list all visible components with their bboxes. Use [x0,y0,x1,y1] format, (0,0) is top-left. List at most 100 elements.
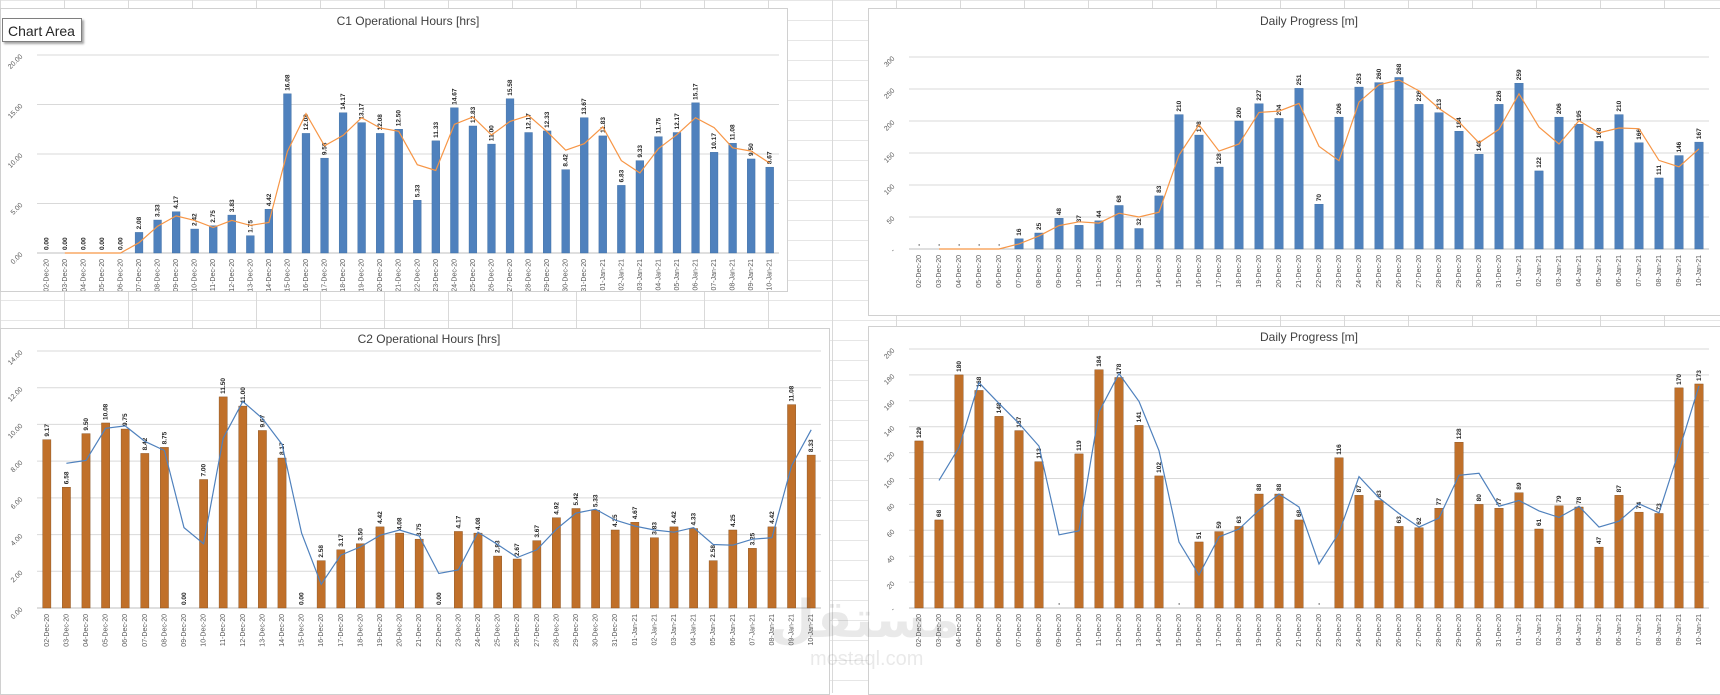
bar [1134,425,1144,609]
x-tick-label: 31-Dec-20 [1496,255,1503,288]
x-tick-label: 14-Dec-20 [266,259,273,291]
data-label: 37 [1076,215,1083,223]
bar [505,98,515,254]
bar [689,528,698,609]
data-label: 4.17 [455,515,462,528]
x-tick-label: 22-Dec-20 [436,614,443,647]
bar [765,166,774,254]
data-label: 5.33 [593,494,600,507]
bar [431,140,440,254]
chart-c1-svg: C1 Operational Hours [hrs] 0.00 5.00 10.00 1… [7,14,779,291]
y-tick-label: - [890,606,897,613]
data-label: 0.00 [436,592,443,605]
data-label: 61 [1536,518,1543,526]
bar [413,200,422,254]
bar [140,453,150,609]
data-label: 141 [1136,411,1143,422]
x-tick-label: 05-Dec-20 [976,614,983,647]
data-label: 148 [996,402,1003,413]
data-label: 8.42 [563,154,570,167]
data-label: 12.83 [470,106,477,123]
bar [610,529,620,609]
x-tick-label: 17-Dec-20 [1216,255,1223,288]
data-label: 0.00 [117,237,124,250]
x-tick-label: 07-Jan-21 [1636,614,1643,646]
x-tick-label: 05-Jan-21 [710,614,717,646]
x-tick-label: 08-Dec-20 [155,259,162,291]
data-label: 88 [1276,483,1283,491]
data-label: 146 [1676,141,1683,152]
x-tick-label: 08-Dec-20 [161,614,168,647]
y-tick-label: 10.00 [7,423,24,440]
data-label: 253 [1356,73,1363,84]
x-tick-label: 10-Dec-20 [1076,255,1083,288]
data-label: - [936,244,943,246]
data-label: 268 [1396,63,1403,74]
data-label: 44 [1096,210,1103,218]
x-tick-label: 27-Dec-20 [534,614,541,647]
bar [672,132,682,254]
bar [218,396,228,609]
data-label: 4.08 [397,517,404,530]
x-tick-label: 04-Jan-21 [655,259,662,291]
data-label: 14.17 [340,93,347,110]
bar [1694,141,1704,250]
x-tick-label: 09-Jan-21 [748,259,755,291]
x-tick-label: 27-Dec-20 [1416,614,1423,647]
x-tick-label: 19-Dec-20 [1256,255,1263,288]
x-tick-label: 20-Dec-20 [1276,614,1283,647]
x-tick-label: 26-Dec-20 [514,614,521,647]
bar [669,526,679,609]
data-label: 168 [976,376,983,387]
data-label: 129 [916,427,923,438]
chart-c1-hours[interactable]: C1 Operational Hours [hrs] 0.00 5.00 10.00 1… [0,8,788,292]
data-label: 25 [1036,222,1043,230]
x-tick-label: 23-Dec-20 [433,259,440,291]
x-tick-label: 30-Dec-20 [593,614,600,647]
data-label: - [956,244,963,246]
chart-c1-progress[interactable]: Daily Progress [m] - 50 100 150 200 250 300 - 02-… [868,8,1720,316]
bar [238,405,248,609]
bar [1554,505,1564,609]
bar [1134,228,1144,250]
data-label: 0.00 [80,237,87,250]
bar [512,558,522,609]
x-tick-label: 29-Dec-20 [1456,255,1463,288]
data-label: 47 [1596,537,1603,545]
data-label: 0.00 [299,592,306,605]
data-label: 4.42 [377,511,384,524]
x-tick-label: 05-Jan-21 [1596,255,1603,287]
x-tick-label: 07-Dec-20 [136,259,143,291]
bar [914,440,924,609]
data-label: 213 [1436,98,1443,109]
x-tick-label: 05-Dec-20 [103,614,110,647]
chart-c2-progress[interactable]: Daily Progress [m] - 20 40 60 80 100 120 140 160 1… [868,326,1720,695]
bar [1514,492,1524,609]
data-label: 137 [1016,416,1023,427]
x-tick-label: 16-Dec-20 [1196,255,1203,288]
x-tick-label: 25-Dec-20 [495,614,502,647]
x-tick-label: 09-Dec-20 [181,614,188,647]
data-label: 11.83 [600,117,607,133]
y-tick-label: 120 [883,451,896,464]
data-label: 3.83 [651,522,658,535]
data-label: 7.00 [201,463,208,476]
data-label: 9.67 [259,414,266,427]
data-label: 111 [1656,164,1663,175]
bar [487,143,496,254]
data-label: 8.75 [161,431,168,444]
data-label: 14.67 [451,88,458,105]
y-tick-label: 8.00 [10,460,25,475]
bar [691,102,700,254]
bar [974,390,984,609]
y-tick-label: 160 [883,399,896,412]
data-label: 74 [1636,502,1643,510]
data-label: 122 [1536,157,1543,168]
y-tick-label: 14.00 [7,349,24,366]
y-tick-label: 5.00 [10,202,25,217]
x-tick-label: 18-Dec-20 [1236,614,1243,647]
x-tick-label: 05-Jan-21 [674,259,681,291]
x-tick-label: 23-Dec-20 [455,614,462,647]
bar [395,532,404,609]
chart-c2-hours[interactable]: C2 Operational Hours [hrs] 0.00 2.00 4.00 6.… [0,328,830,695]
